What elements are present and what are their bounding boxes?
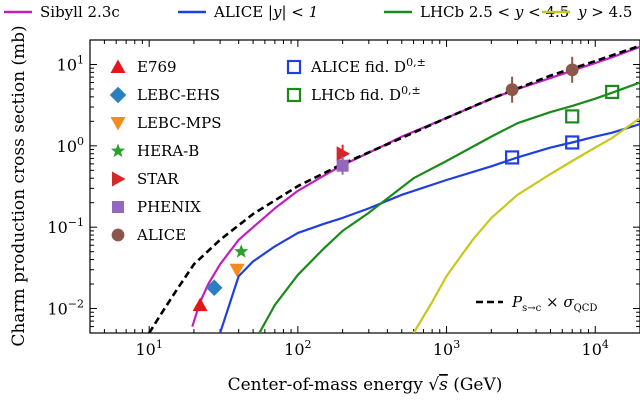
plot-frame (89, 39, 640, 334)
label-part: P (511, 293, 523, 311)
marker-alice (505, 83, 519, 97)
legend-label: LEBC-MPS (137, 114, 222, 132)
curve-pqcd (148, 44, 640, 333)
label-part: LHCb fid. D (311, 86, 401, 104)
y-tick-label: 10−1 (47, 216, 84, 237)
legend-label: ALICE fid. D0,± (310, 56, 426, 77)
y-axis-title: Charm production cross section (mb) (9, 25, 29, 346)
label-part: 0,± (401, 84, 421, 97)
legend-marker-e769 (110, 59, 126, 73)
legend-marker-lebc-mps (110, 117, 126, 131)
label-part: × (541, 293, 563, 311)
label-part: LHCb 2.5 < (420, 3, 515, 21)
marker-e769 (192, 297, 208, 312)
y-tick-label: 101 (57, 53, 84, 74)
marker-hera-b (234, 244, 249, 258)
y-tick-exp: 0 (77, 135, 84, 148)
open-square-marker (565, 109, 580, 124)
label-part: ALICE (213, 3, 268, 21)
y-tick-base: 10 (47, 218, 67, 237)
legend-label: ALICE (136, 226, 186, 244)
y-tick-base: 10 (57, 137, 77, 156)
marker-alice (565, 63, 579, 77)
y-tick-exp: 1 (77, 53, 84, 66)
label-part: Sibyll 2.3c (40, 3, 120, 21)
marker-lebc-ehs (206, 279, 223, 296)
x-title-text: Center-of-mass energy (228, 375, 429, 395)
legend-marker-hera-b (110, 143, 126, 158)
label-part: s→c (522, 303, 542, 314)
y-tick-exp: −1 (68, 216, 84, 229)
inner-legend: E769 LEBC-EHS LEBC-MPS HERA-B STAR PHENIX ALIC… (109, 56, 597, 314)
legend-label: E769 (137, 58, 177, 76)
legend-label: STAR (137, 170, 179, 188)
label-part: |y| < 1 (268, 3, 318, 21)
label-part: 0,± (406, 56, 426, 69)
x-tick-label: 101 (135, 338, 162, 359)
y-tick-label: 10−2 (47, 298, 84, 319)
x-tick-exp: 3 (453, 338, 460, 351)
label-part: QCD (574, 303, 598, 314)
legend-label: LEBC-EHS (137, 86, 220, 104)
legend-marker-alice (111, 228, 125, 242)
legend-marker-phenix (112, 201, 124, 213)
x-title-variable: s (439, 375, 448, 395)
legend-label: LHCb fid. D0,± (311, 84, 421, 105)
x-axis-title: Center-of-mass energy √s (GeV) (228, 375, 503, 395)
curve-alice-mid (219, 123, 640, 333)
top-legend-label: Sibyll 2.3c (40, 3, 120, 21)
legend-label: Ps→c × σQCD (511, 293, 597, 314)
x-tick-base: 10 (433, 340, 453, 359)
legend-open-square (286, 59, 302, 75)
x-tick-base: 10 (582, 340, 602, 359)
legend-label: PHENIX (137, 198, 201, 216)
x-tick-exp: 4 (602, 338, 609, 351)
label-part: σ (563, 293, 574, 311)
marker-lebc-mps (229, 263, 245, 278)
label-part: ALICE fid. D (310, 58, 406, 76)
label-part: > 4.5 (586, 3, 632, 21)
x-tick-base: 10 (135, 340, 155, 359)
y-tick-base: 10 (47, 300, 67, 319)
x-tick-exp: 1 (156, 338, 163, 351)
x-tick-label: 102 (284, 338, 311, 359)
x-tick-label: 104 (582, 338, 609, 359)
label-part: y (577, 3, 587, 21)
top-legend: Sibyll 2.3c ALICE |y| < 1 LHCb 2.5 < y < 4… (4, 3, 632, 21)
curve-forward (412, 117, 640, 333)
marker-star (336, 146, 351, 162)
open-square-marker (605, 84, 620, 100)
legend-marker-star (112, 171, 126, 187)
y-tick-base: 10 (57, 55, 77, 74)
data-markers (192, 56, 620, 312)
sqrt-symbol: √ (428, 375, 439, 395)
y-tick-exp: −2 (68, 298, 84, 311)
label-part: y (514, 3, 524, 21)
legend-label: HERA-B (137, 142, 199, 160)
x-title-unit: (GeV) (448, 375, 503, 395)
x-tick-exp: 2 (305, 338, 312, 351)
open-square-marker (505, 150, 520, 165)
legend-open-square (286, 87, 302, 103)
x-tick-label: 103 (433, 338, 460, 359)
x-tick-base: 10 (284, 340, 304, 359)
marker-phenix (336, 159, 349, 172)
top-legend-label: ALICE |y| < 1 (213, 3, 318, 21)
open-square-marker (565, 135, 580, 150)
y-tick-label: 100 (57, 135, 84, 156)
top-legend-label: y > 4.5 (577, 3, 632, 21)
curve-lhcb (258, 81, 640, 333)
legend-marker-lebc-ehs (109, 86, 127, 104)
